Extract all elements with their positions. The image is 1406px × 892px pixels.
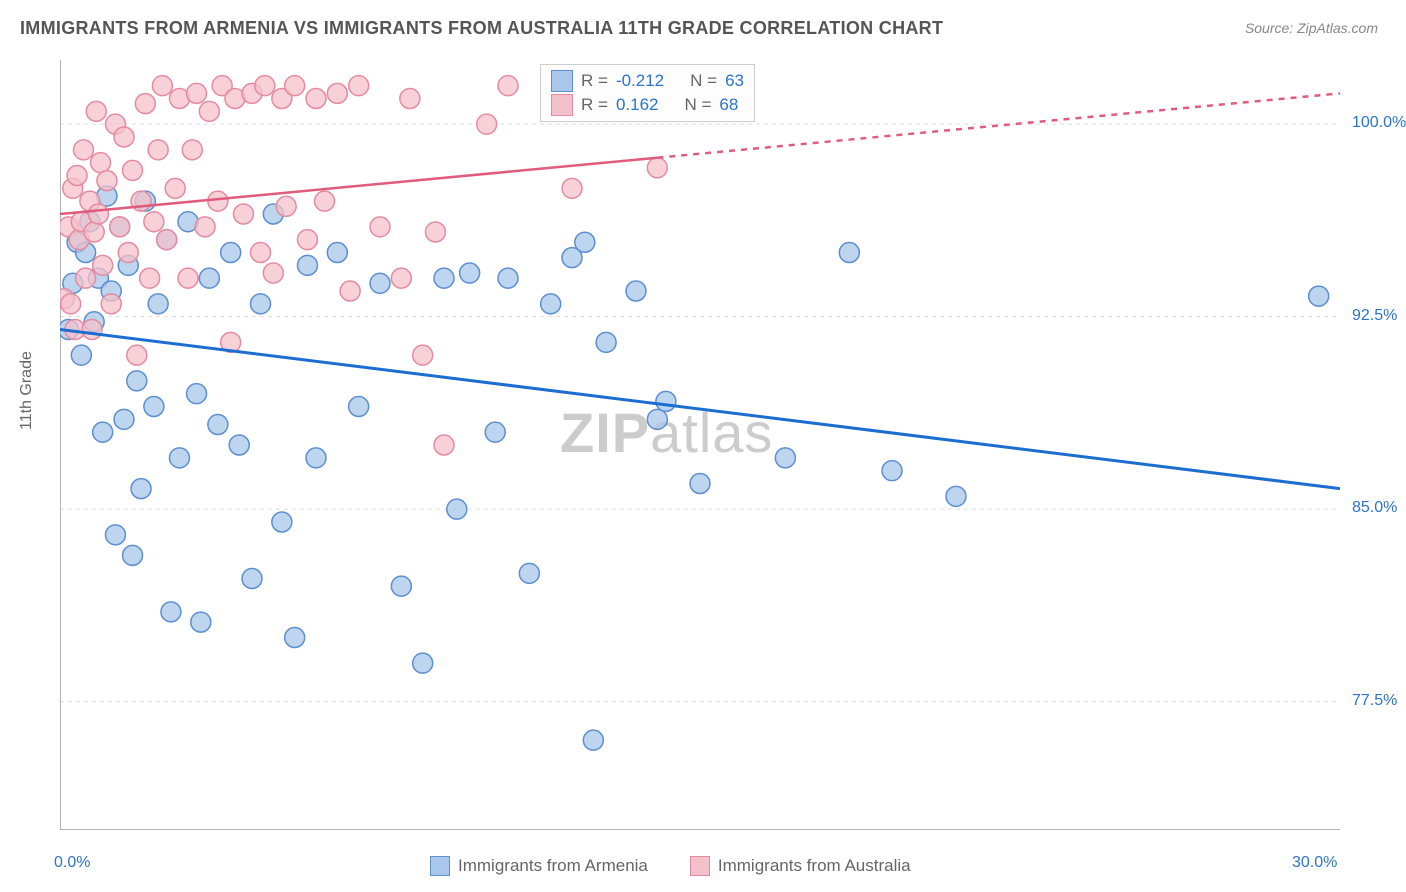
r-value-australia: 0.162 <box>616 95 659 115</box>
n-value-armenia: 63 <box>725 71 744 91</box>
bottom-legend: Immigrants from Armenia Immigrants from … <box>430 856 911 876</box>
chart-title: IMMIGRANTS FROM ARMENIA VS IMMIGRANTS FR… <box>20 18 943 39</box>
r-value-armenia: -0.212 <box>616 71 664 91</box>
stats-row-armenia: R = -0.212 N = 63 <box>551 69 744 93</box>
n-label: N = <box>690 71 717 91</box>
stats-legend: R = -0.212 N = 63 R = 0.162 N = 68 <box>540 64 755 122</box>
chart-svg <box>60 60 1340 830</box>
y-axis-label: 11th Grade <box>18 351 36 430</box>
legend-item-australia: Immigrants from Australia <box>690 856 911 876</box>
r-label: R = <box>581 71 608 91</box>
y-tick-label: 92.5% <box>1352 307 1397 325</box>
y-tick-label: 85.0% <box>1352 499 1397 517</box>
n-value-australia: 68 <box>719 95 738 115</box>
r-label: R = <box>581 95 608 115</box>
source-label: Source: ZipAtlas.com <box>1245 20 1378 36</box>
swatch-australia <box>690 856 710 876</box>
legend-label-australia: Immigrants from Australia <box>718 856 911 876</box>
legend-item-armenia: Immigrants from Armenia <box>430 856 648 876</box>
x-tick-label: 0.0% <box>54 854 90 872</box>
y-tick-label: 77.5% <box>1352 692 1397 710</box>
swatch-armenia <box>430 856 450 876</box>
legend-label-armenia: Immigrants from Armenia <box>458 856 648 876</box>
stats-row-australia: R = 0.162 N = 68 <box>551 93 744 117</box>
swatch-armenia <box>551 70 573 92</box>
n-label: N = <box>684 95 711 115</box>
chart-plot-area <box>60 60 1340 830</box>
swatch-australia <box>551 94 573 116</box>
y-tick-label: 100.0% <box>1352 114 1406 132</box>
x-tick-label: 30.0% <box>1292 854 1337 872</box>
